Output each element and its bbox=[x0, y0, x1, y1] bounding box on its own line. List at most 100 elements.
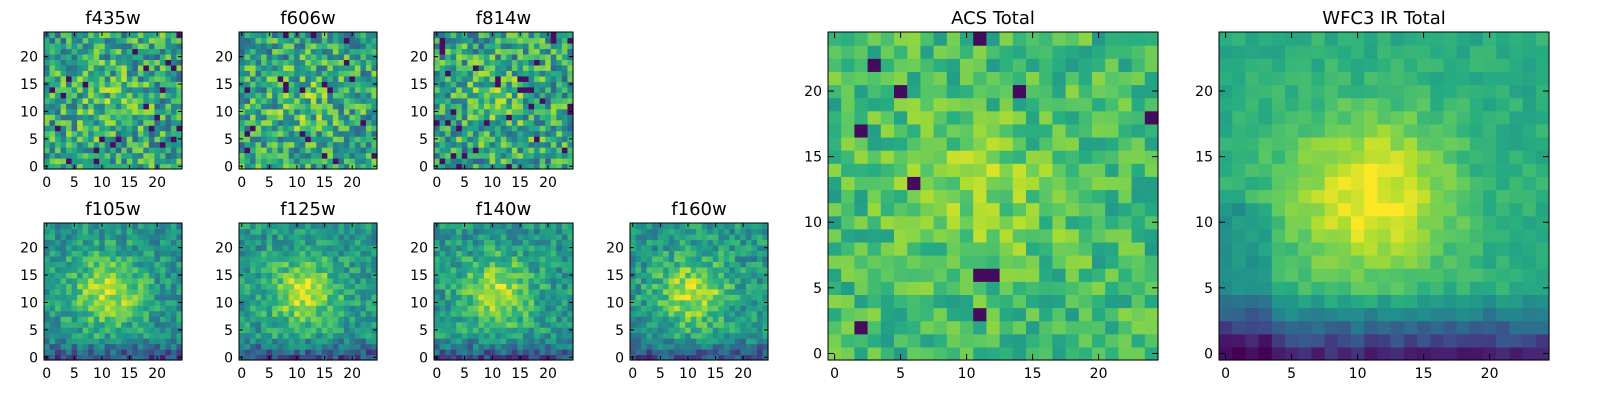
image-pixel bbox=[288, 294, 295, 301]
image-pixel bbox=[461, 136, 468, 143]
image-pixel bbox=[999, 281, 1014, 295]
image-pixel bbox=[489, 119, 496, 126]
image-pixel bbox=[165, 158, 172, 165]
image-pixel bbox=[354, 228, 362, 235]
image-pixel bbox=[484, 266, 491, 273]
image-pixel bbox=[283, 32, 290, 39]
image-pixel bbox=[880, 346, 895, 361]
image-pixel bbox=[522, 42, 530, 50]
image-pixel bbox=[500, 343, 507, 350]
image-pixel bbox=[986, 176, 1001, 191]
image-pixel bbox=[121, 223, 128, 230]
image-pixel bbox=[734, 244, 741, 251]
image-pixel bbox=[663, 223, 670, 230]
image-pixel bbox=[338, 141, 345, 148]
image-pixel bbox=[299, 233, 306, 241]
image-pixel bbox=[946, 176, 961, 191]
image-pixel bbox=[244, 125, 251, 132]
image-pixel bbox=[354, 332, 362, 339]
image-pixel bbox=[93, 92, 100, 99]
image-pixel bbox=[434, 294, 441, 301]
image-pixel bbox=[718, 223, 725, 230]
image-pixel bbox=[321, 147, 328, 154]
image-pixel bbox=[434, 316, 441, 323]
image-pixel bbox=[854, 255, 869, 269]
image-pixel bbox=[93, 261, 100, 268]
image-pixel bbox=[244, 42, 251, 50]
image-pixel bbox=[1026, 176, 1040, 191]
image-pixel bbox=[894, 215, 908, 230]
image-pixel bbox=[305, 299, 312, 306]
image-pixel bbox=[115, 48, 122, 55]
image-pixel bbox=[489, 332, 496, 339]
image-pixel bbox=[511, 75, 518, 82]
image-pixel bbox=[734, 332, 741, 339]
image-pixel bbox=[165, 125, 172, 132]
image-pixel bbox=[1092, 268, 1106, 282]
image-pixel bbox=[255, 261, 262, 268]
image-pixel bbox=[517, 92, 524, 99]
image-pixel bbox=[973, 215, 987, 230]
image-pixel bbox=[327, 261, 334, 268]
image-pixel bbox=[461, 283, 468, 290]
image-pixel bbox=[121, 163, 128, 170]
y-tick-label: 10 bbox=[410, 295, 428, 311]
image-pixel bbox=[456, 59, 463, 66]
image-pixel bbox=[668, 343, 675, 350]
image-pixel bbox=[244, 64, 251, 71]
image-pixel bbox=[467, 255, 474, 262]
image-pixel bbox=[316, 343, 323, 350]
image-pixel bbox=[999, 189, 1014, 204]
image-pixel bbox=[99, 75, 106, 82]
image-pixel bbox=[1039, 189, 1053, 204]
image-pixel bbox=[1118, 281, 1133, 295]
image-pixel bbox=[472, 321, 480, 328]
image-pixel bbox=[511, 327, 518, 334]
image-pixel bbox=[316, 354, 323, 361]
image-pixel bbox=[756, 343, 764, 350]
image-pixel bbox=[556, 70, 563, 77]
image-pixel bbox=[283, 103, 290, 110]
image-pixel bbox=[450, 228, 457, 235]
image-pixel bbox=[305, 152, 312, 159]
image-pixel bbox=[690, 239, 697, 246]
image-pixel bbox=[561, 244, 569, 251]
image-pixel bbox=[132, 81, 139, 88]
image-pixel bbox=[288, 32, 295, 39]
image-pixel bbox=[115, 316, 122, 323]
image-pixel bbox=[55, 349, 62, 356]
image-pixel bbox=[484, 119, 491, 126]
image-pixel bbox=[495, 349, 502, 356]
image-pixel bbox=[239, 294, 246, 301]
image-pixel bbox=[365, 114, 373, 121]
image-pixel bbox=[88, 228, 95, 235]
image-pixel bbox=[77, 310, 84, 317]
image-pixel bbox=[159, 141, 167, 148]
image-pixel bbox=[49, 277, 56, 284]
image-pixel bbox=[561, 327, 569, 334]
image-pixel bbox=[467, 332, 474, 339]
image-pixel bbox=[734, 294, 741, 301]
image-pixel bbox=[567, 152, 574, 159]
image-pixel bbox=[495, 147, 502, 154]
image-pixel bbox=[668, 354, 675, 361]
image-pixel bbox=[104, 81, 111, 88]
image-pixel bbox=[71, 92, 78, 99]
image-pixel bbox=[841, 176, 855, 191]
image-pixel bbox=[528, 349, 535, 356]
image-pixel bbox=[266, 228, 273, 235]
image-pixel bbox=[495, 141, 502, 148]
image-pixel bbox=[170, 305, 178, 312]
image-pixel bbox=[170, 53, 178, 60]
image-pixel bbox=[489, 158, 496, 165]
image-pixel bbox=[467, 125, 474, 132]
image-pixel bbox=[445, 288, 452, 295]
image-pixel bbox=[652, 261, 659, 268]
image-pixel bbox=[528, 108, 535, 115]
image-pixel bbox=[88, 37, 95, 44]
image-pixel bbox=[77, 283, 84, 290]
image-pixel bbox=[338, 272, 345, 279]
image-pixel bbox=[371, 316, 378, 323]
image-pixel bbox=[104, 42, 111, 50]
image-pixel bbox=[299, 86, 306, 93]
